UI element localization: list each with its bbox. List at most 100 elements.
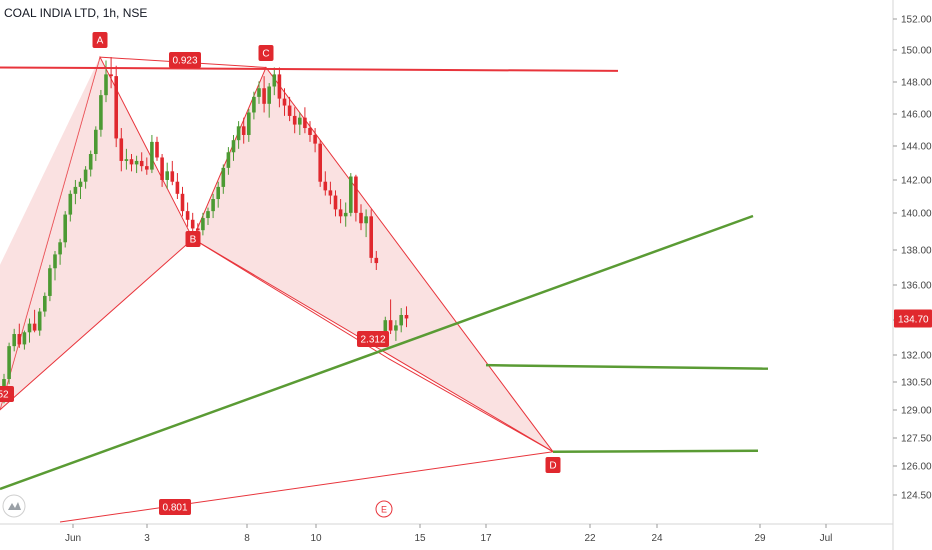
price-axis[interactable]: 152.00 150.00 148.00 146.00 144.00 142.00 140.… <box>892 0 932 550</box>
point-label-d: D <box>545 457 561 473</box>
svg-text:134.70: 134.70 <box>898 314 929 325</box>
point-label-c: C <box>258 45 274 61</box>
y-tick-label: 138.00 <box>901 246 932 257</box>
svg-text:2.312: 2.312 <box>360 335 385 346</box>
candle <box>257 81 261 104</box>
candle <box>211 193 215 219</box>
candle <box>88 150 93 177</box>
candle <box>277 67 282 108</box>
candle <box>73 179 78 205</box>
candle <box>364 209 368 238</box>
chart-title: COAL INDIA LTD, 1h, NSE <box>4 6 148 20</box>
candle <box>267 83 271 118</box>
candle <box>206 207 210 225</box>
candle <box>328 181 333 205</box>
pattern-labels: A B C D 0.923 2.312 0.801 52 E <box>0 32 561 518</box>
candle <box>99 89 103 137</box>
x-tick-label: 29 <box>754 533 766 544</box>
candle <box>241 117 246 144</box>
y-tick-label: 130.50 <box>901 378 932 389</box>
x-tick-label: Jul <box>820 533 833 544</box>
candle <box>17 323 22 348</box>
candle <box>37 308 42 336</box>
candle <box>53 250 57 281</box>
candle <box>333 190 338 217</box>
candle <box>394 320 398 341</box>
resistance-line[interactable] <box>0 66 619 72</box>
svg-text:0.801: 0.801 <box>162 503 187 514</box>
y-tick-label: 146.00 <box>901 110 932 121</box>
time-axis[interactable]: Jun 3 8 10 15 17 22 24 29 Jul <box>0 523 893 544</box>
candle <box>216 181 220 208</box>
svg-text:C: C <box>262 49 269 60</box>
y-tick-label: 136.00 <box>901 281 932 292</box>
candle <box>313 128 317 153</box>
candle <box>292 107 297 134</box>
y-tick-label: 150.00 <box>901 46 932 57</box>
candle <box>343 202 348 227</box>
y-tick-label: 152.00 <box>901 15 932 26</box>
candle <box>83 166 88 189</box>
ratio-label-xd: 0.801 <box>159 499 191 515</box>
candle <box>48 264 52 302</box>
candle <box>201 212 205 236</box>
y-tick-label: 142.00 <box>901 176 932 187</box>
candle <box>298 112 302 135</box>
candle <box>404 306 409 328</box>
candle <box>282 88 287 116</box>
harmonic-pattern <box>0 55 554 523</box>
candle <box>114 65 118 148</box>
candle <box>145 157 149 175</box>
candle <box>226 147 231 175</box>
candle <box>221 164 226 194</box>
candle <box>12 328 16 352</box>
x-tick-label: 15 <box>414 533 426 544</box>
candle <box>155 136 159 161</box>
last-price-badge: 134.70 <box>894 309 932 328</box>
x-tick-label: 24 <box>651 533 663 544</box>
target-line-1[interactable] <box>485 363 769 370</box>
candle <box>236 121 241 149</box>
trend-line-green[interactable] <box>0 214 754 491</box>
x-tick-label: 3 <box>144 533 150 544</box>
y-tick-label: 140.00 <box>901 209 932 220</box>
point-label-a: A <box>92 32 108 48</box>
svg-text:D: D <box>549 461 556 472</box>
candle <box>78 178 83 200</box>
ratio-label-bd: 2.312 <box>357 331 389 347</box>
target-line-2[interactable] <box>552 449 759 453</box>
candle <box>68 190 73 222</box>
candle <box>124 148 129 170</box>
x-tick-label: 22 <box>584 533 596 544</box>
x-tick-label: Jun <box>65 533 81 544</box>
candle <box>63 211 67 248</box>
ratio-line-bd <box>192 238 389 359</box>
y-tick-label: 129.00 <box>901 406 932 417</box>
candle <box>134 155 139 174</box>
ratio-label-ac: 0.923 <box>169 52 201 68</box>
candle <box>175 173 180 200</box>
svg-text:E: E <box>381 505 387 515</box>
ratio-label-x: 52 <box>0 386 14 402</box>
candle <box>160 154 164 187</box>
candle <box>388 299 393 335</box>
pattern-fill-left <box>0 57 100 410</box>
candle <box>359 204 363 231</box>
candle <box>27 318 32 343</box>
candle <box>354 174 358 222</box>
event-marker[interactable]: E <box>375 500 393 518</box>
candle <box>180 186 185 217</box>
ratio-line-bd-ext <box>387 357 554 453</box>
x-tick-label: 17 <box>480 533 492 544</box>
y-tick-label: 144.00 <box>901 142 932 153</box>
candle <box>323 171 328 196</box>
x-tick-label: 10 <box>310 533 322 544</box>
candle <box>349 173 353 217</box>
candle <box>43 292 47 317</box>
candle <box>139 152 144 172</box>
y-tick-label: 126.00 <box>901 462 932 473</box>
candle <box>318 140 322 187</box>
y-tick-label: 148.00 <box>901 78 932 89</box>
trend-lines <box>0 66 769 491</box>
